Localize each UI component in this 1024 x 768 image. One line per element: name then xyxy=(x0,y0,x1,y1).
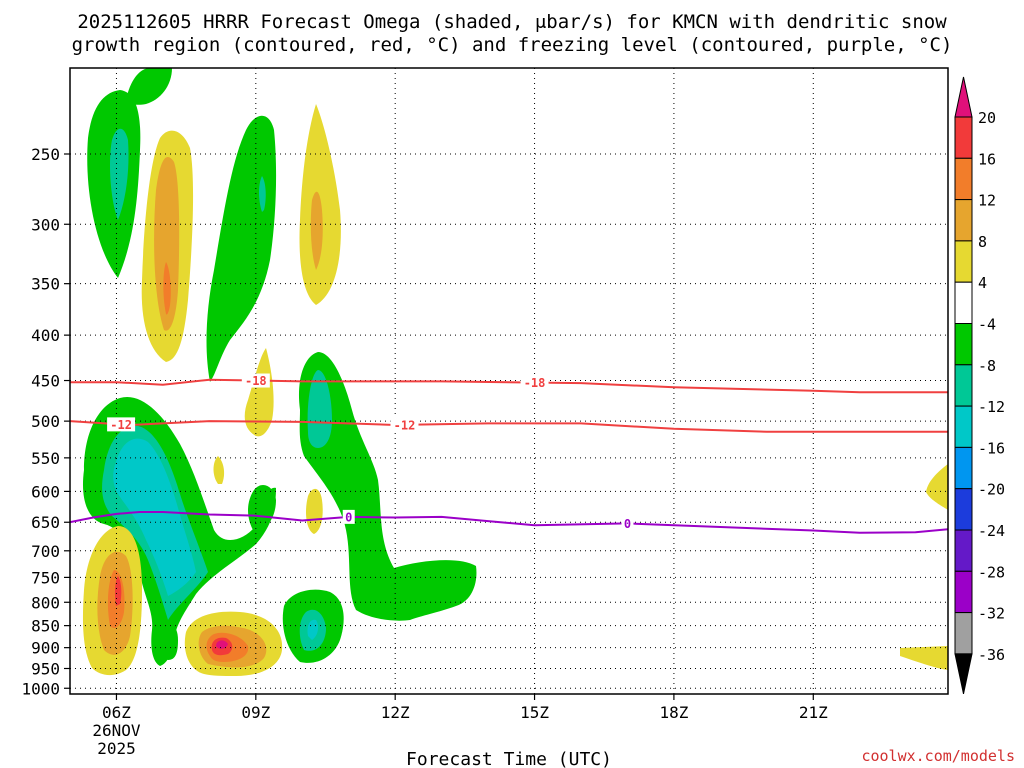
colorbar-label: 8 xyxy=(978,233,987,251)
y-tick-label: 500 xyxy=(31,412,60,431)
omega-region-positive xyxy=(244,348,274,437)
colorbar-label: -24 xyxy=(978,522,1005,540)
contour-label: 0 xyxy=(345,510,352,524)
y-tick-label: 400 xyxy=(31,326,60,345)
omega-region-negative xyxy=(157,623,178,660)
contour-label: -18 xyxy=(245,374,267,388)
colorbar-segment xyxy=(954,240,973,283)
colorbar-label: -16 xyxy=(978,439,1005,457)
omega-region-positive-strong xyxy=(163,262,171,315)
colorbar-bottom-arrow xyxy=(954,653,973,695)
colorbar-segment xyxy=(954,199,973,242)
colorbar-label: -36 xyxy=(978,646,1005,664)
contour-label-bg xyxy=(390,417,419,432)
y-tick-label: 300 xyxy=(31,215,60,234)
contour-label: -12 xyxy=(110,418,132,432)
omega-region-negative-strong xyxy=(110,128,129,220)
chart-title-line2: growth region (contoured, red, °C) and f… xyxy=(72,34,953,56)
colorbar-segment xyxy=(954,612,973,655)
colorbar-segment xyxy=(954,488,973,531)
colorbar-segment xyxy=(954,364,973,407)
y-tick-label: 900 xyxy=(31,639,60,658)
colorbar-segment xyxy=(954,405,973,448)
x-tick-label: 15Z xyxy=(520,703,549,722)
x-tick-date: 26NOV xyxy=(92,721,141,740)
colorbar-label: -12 xyxy=(978,398,1005,416)
contour-0C xyxy=(70,511,948,534)
colorbar-segment xyxy=(954,570,973,614)
contour-label-bg xyxy=(241,373,270,388)
colorbar-segment xyxy=(954,281,973,325)
omega-region-positive-mod xyxy=(154,157,180,331)
y-tick-label: 650 xyxy=(31,513,60,532)
contour--18C xyxy=(70,378,948,394)
colorbar-label: -28 xyxy=(978,563,1005,581)
y-tick-label: 250 xyxy=(31,145,60,164)
colorbar-top-arrow xyxy=(954,76,973,118)
omega-region-negative xyxy=(126,68,172,105)
contour-label: -12 xyxy=(394,418,416,432)
omega-region-positive-mod xyxy=(310,191,323,270)
x-tick-label: 21Z xyxy=(799,703,828,722)
x-tick-year: 2025 xyxy=(97,739,136,758)
y-tick-label: 600 xyxy=(31,482,60,501)
colorbar-label: 4 xyxy=(978,274,987,292)
y-tick-label: 750 xyxy=(31,568,60,587)
omega-region-positive xyxy=(926,464,948,510)
contour-label-bg xyxy=(520,375,549,390)
contour--12C xyxy=(70,420,948,433)
colorbar-segment xyxy=(954,446,973,490)
colorbar-label: 12 xyxy=(978,192,996,210)
chart-title-line1: 2025112605 HRRR Forecast Omega (shaded, … xyxy=(77,11,947,33)
omega-region-positive xyxy=(213,456,225,484)
omega-region-positive-extreme xyxy=(216,640,228,649)
colorbar-label: 20 xyxy=(978,109,996,127)
omega-region-negative xyxy=(298,352,477,621)
colorbar-label: -20 xyxy=(978,481,1005,499)
contour-label-bg xyxy=(621,516,634,531)
y-tick-label: 950 xyxy=(31,659,60,678)
credit-link[interactable]: coolwx.com/models xyxy=(861,747,1015,765)
colorbar-label: 16 xyxy=(978,150,996,168)
omega-region-negative xyxy=(248,485,276,532)
omega-shading xyxy=(82,68,948,676)
plot-area xyxy=(70,68,948,694)
colorbar-segment xyxy=(954,529,973,572)
contour-label: 0 xyxy=(624,517,631,531)
colorbar-label: -4 xyxy=(978,316,996,334)
contour-label: -18 xyxy=(524,376,546,390)
omega-region-negative-strong xyxy=(307,370,332,448)
colorbar-segment xyxy=(954,157,973,201)
y-tick-label: 850 xyxy=(31,617,60,636)
omega-region-positive xyxy=(900,646,948,670)
y-tick-label: 550 xyxy=(31,449,60,468)
y-tick-label: 450 xyxy=(31,372,60,391)
contour-lines: -18 -18 -12 -12 0 0 xyxy=(70,373,948,534)
omega-region-negative-cyan xyxy=(307,619,319,640)
colorbar-label: -8 xyxy=(978,357,996,375)
colorbar-label: -32 xyxy=(978,605,1005,623)
x-tick-label: 09Z xyxy=(241,703,270,722)
contour-label-bg xyxy=(107,417,136,432)
omega-region-negative-strong xyxy=(259,176,266,212)
colorbar-segment xyxy=(954,323,973,366)
omega-region-negative-cyan xyxy=(113,438,196,596)
contour-label-bg xyxy=(342,509,355,524)
y-tick-label: 350 xyxy=(31,275,60,294)
y-tick-label: 700 xyxy=(31,542,60,561)
y-tick-label: 1000 xyxy=(21,679,60,698)
colorbar-segment xyxy=(954,116,973,159)
y-axis: 250 300 350 400 450 500 550 600 650 700 750 800 850 9… xyxy=(21,145,70,698)
x-tick-label: 06Z xyxy=(102,703,131,722)
x-tick-label: 18Z xyxy=(659,703,688,722)
x-tick-label: 12Z xyxy=(381,703,410,722)
x-axis-label: Forecast Time (UTC) xyxy=(406,749,612,768)
y-tick-label: 800 xyxy=(31,593,60,612)
omega-region-negative xyxy=(206,115,277,382)
colorbar: 20 16 12 8 4 -4 -8 -12 -16 -20 -24 -28 -32 -36 xyxy=(954,76,1005,695)
